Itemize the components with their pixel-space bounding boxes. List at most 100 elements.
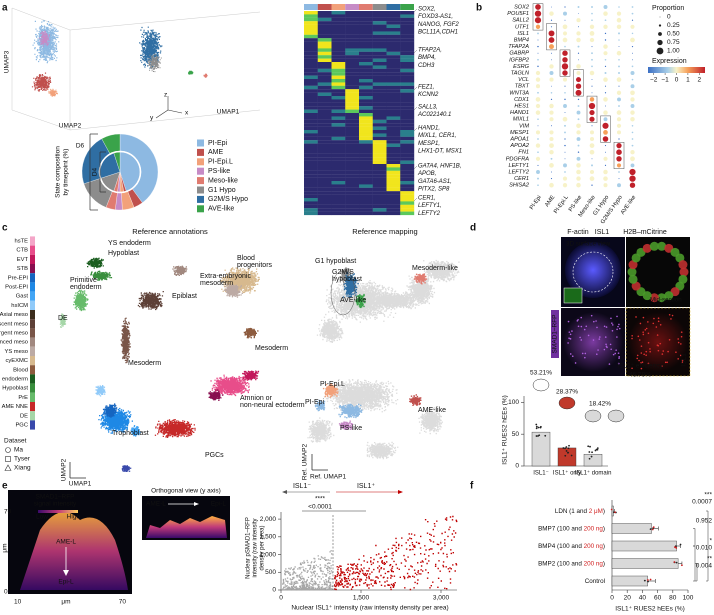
speckle [569,353,572,355]
speckle [636,354,639,357]
heatmap-cell [345,181,360,185]
dot [589,70,595,76]
axis-label: Nuclear pSMAD1–RFP [246,517,252,579]
heatmap-cell [331,167,346,171]
replicate-dot [643,579,646,582]
bar [583,454,603,467]
tick-label: 80 [669,595,677,602]
heatmap-cell [304,187,318,192]
annotation: ISL1⁺ efficiency [617,363,663,370]
legend-label: PGC [15,423,28,429]
heatmap-cell [400,11,415,15]
axis-label: y [150,115,154,122]
heatmap-cell [317,198,332,202]
heatmap-cell [317,99,332,103]
heatmap-cell [386,62,401,66]
dot [550,52,553,54]
gene-label: SHISA2 [509,183,530,189]
category-label: Control [585,578,605,585]
dot [591,19,593,22]
dot [603,5,608,9]
heatmap-cell [331,82,346,86]
heatmap-cell [304,28,318,32]
heatmap-cell [359,34,373,39]
legend-label: Ma [14,447,23,454]
heatmap-cell [400,14,415,18]
axis-label: 10 [14,599,22,606]
heatmap-cell [345,191,360,195]
dot [576,37,581,43]
dot [535,130,541,135]
heatmap-cell [359,31,373,35]
cell-cloud [322,383,339,398]
heatmap-cell [345,198,360,202]
tick-label: 100 [508,399,519,406]
heatmap-cell [345,153,360,158]
dot [591,79,593,81]
heatmap-cell [331,204,346,209]
replicate-dot [675,547,678,549]
legend-swatch [30,273,35,283]
axis-label: ISL1⁺ RUES2 hEEs (%) [502,395,509,465]
axis-label: by timepoint (%) [63,149,70,196]
cell-cloud [147,53,162,73]
replicate-dot [567,447,570,450]
legend-label: hsTE [14,239,28,245]
cell-cloud [86,257,104,269]
category-part: LDN (1 and [555,508,589,515]
axis-label: UMAP2 [61,458,68,481]
heatmap-cell [304,51,318,56]
gene-label: VCL [518,77,529,83]
gene-label: HES1 [514,103,529,109]
dot [576,169,581,175]
heatmap-cell [304,65,318,69]
legend-label: Emergent meso [0,331,28,337]
dot [630,84,635,89]
heatmap-cell [304,174,318,178]
dot [589,143,595,148]
legend-label: Blood [13,367,28,373]
size-key [657,39,663,46]
gene-label: CER1 [514,176,529,182]
tick-label: 0 [272,587,276,594]
gene-label: TFAP2A [508,44,529,50]
legend-label: AVE-like [208,206,234,213]
heatmap-cell [400,79,415,83]
speckle [580,316,583,319]
heatmap-cell [345,201,360,205]
heatmap-cell [372,58,387,63]
dot [603,156,608,161]
legend-label: PrE [18,395,28,401]
dot [549,44,554,50]
heatmap-cell [386,191,401,195]
heatmap-header [400,4,414,10]
heatmap-cell [386,51,401,56]
heatmap-header [304,4,318,10]
gene-label: MIXL1, CER1, [418,133,456,139]
speckle [617,325,619,328]
speckle [659,323,662,326]
heatmap-cell [304,119,318,124]
heatmap-cell [400,126,415,131]
dot [551,6,552,8]
heatmap-cell [386,89,401,93]
speckle [671,314,674,317]
dot [629,182,636,188]
heatmap-cell [304,164,318,168]
heatmap-cell [372,24,387,29]
heatmap-cell [317,194,332,199]
shape-key [4,464,12,471]
heatmap-cell [304,38,318,42]
replicate-dot [589,445,591,448]
heatmap-header [331,4,346,10]
speckle [618,357,620,359]
bar [611,523,652,534]
heatmap-cell [345,143,360,148]
heatmap-cell [359,89,373,93]
heatmap-cell [386,48,401,52]
speckle [659,342,662,345]
block-outline [586,95,598,123]
dot [631,78,634,81]
embryo-icon [607,409,625,423]
heatmap-cell [331,109,346,114]
